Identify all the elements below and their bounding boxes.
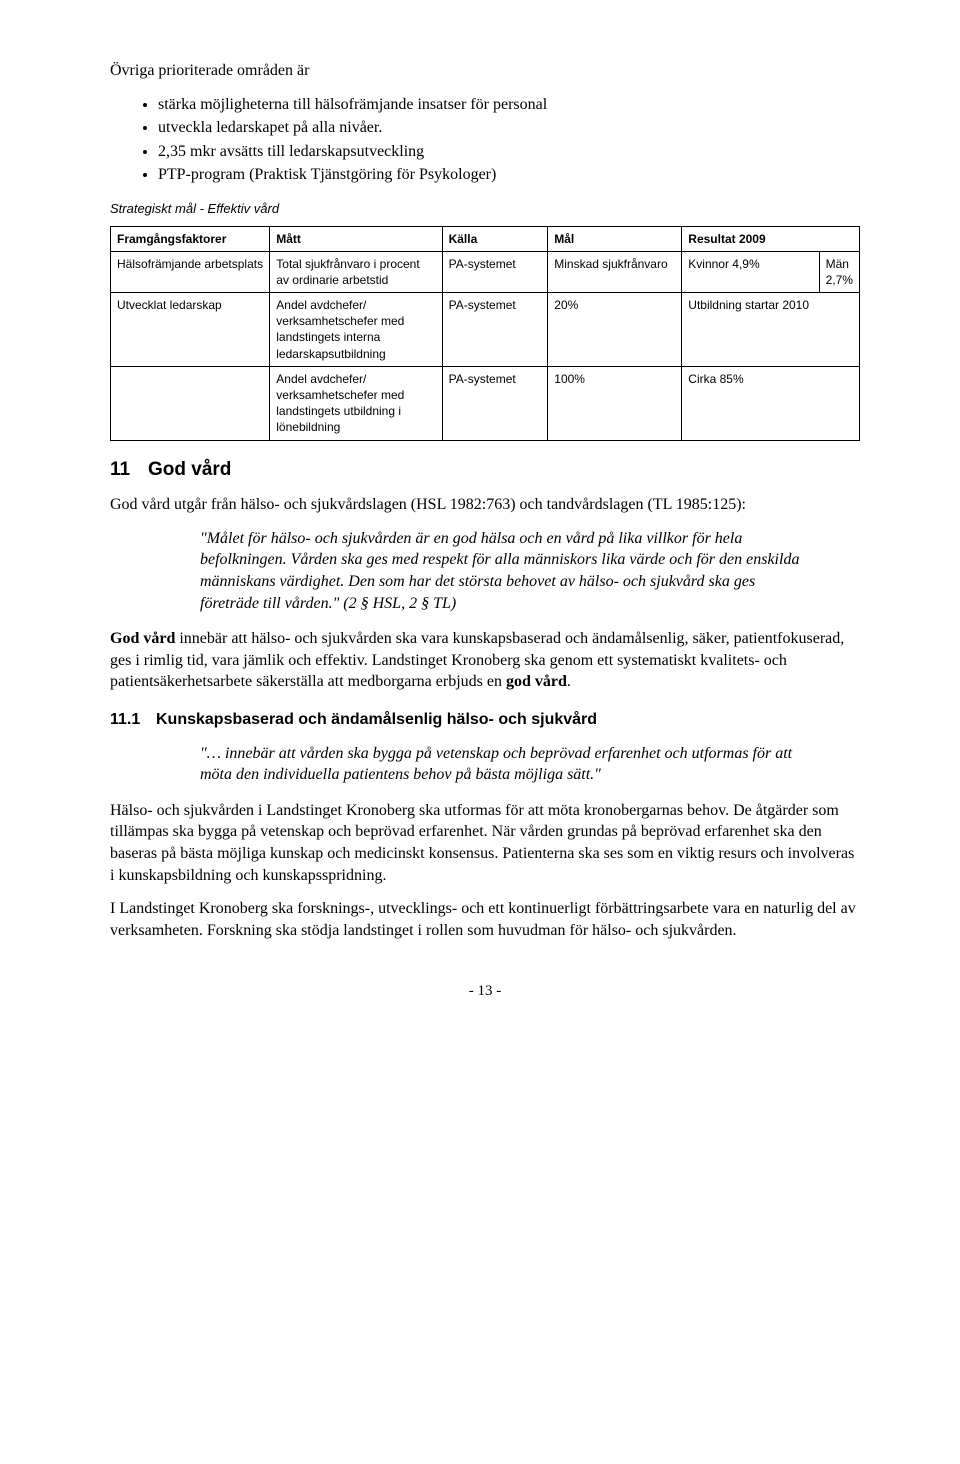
bold-text: God vård: [110, 630, 175, 647]
section-11-1-p1: Hälso- och sjukvården i Landstinget Kron…: [110, 800, 860, 886]
cell: PA-systemet: [442, 293, 548, 367]
cell: Total sjukfrånvaro i procent av ordinari…: [270, 251, 442, 292]
cell: Andel avdchefer/ verksamhetschefer med l…: [270, 293, 442, 367]
cell: PA-systemet: [442, 366, 548, 440]
cell: Hälsofrämjande arbetsplats: [111, 251, 270, 292]
th-kalla: Källa: [442, 226, 548, 251]
table-header-row: Framgångsfaktorer Mått Källa Mål Resulta…: [111, 226, 860, 251]
th-matt: Mått: [270, 226, 442, 251]
text-span: innebär att hälso- och sjukvården ska va…: [110, 630, 844, 690]
list-item: utveckla ledarskapet på alla nivåer.: [158, 117, 860, 139]
cell: Män 2,7%: [819, 251, 859, 292]
cell: 20%: [548, 293, 682, 367]
cell: Cirka 85%: [682, 366, 860, 440]
table-row: Hälsofrämjande arbetsplats Total sjukfrå…: [111, 251, 860, 292]
section-title: God vård: [148, 459, 231, 480]
page-number: - 13 -: [110, 981, 860, 1001]
section-11-1-p2: I Landstinget Kronoberg ska forsknings-,…: [110, 898, 860, 941]
cell: Minskad sjukfrånvaro: [548, 251, 682, 292]
strategiskt-mal: Strategiskt mål - Effektiv vård: [110, 200, 860, 218]
section-11-1-heading: 11.1Kunskapsbaserad och ändamålsenlig hä…: [110, 709, 860, 731]
cell: Andel avdchefer/ verksamhetschefer med l…: [270, 366, 442, 440]
table-row: Andel avdchefer/ verksamhetschefer med l…: [111, 366, 860, 440]
list-item: PTP-program (Praktisk Tjänstgöring för P…: [158, 164, 860, 186]
text-span: .: [567, 673, 571, 690]
section-11-quote: "Målet för hälso- och sjukvården är en g…: [200, 528, 800, 614]
th-mal: Mål: [548, 226, 682, 251]
subsection-title: Kunskapsbaserad och ändamålsenlig hälso-…: [156, 711, 597, 728]
intro-lead: Övriga prioriterade områden är: [110, 60, 860, 82]
list-item: 2,35 mkr avsätts till ledarskapsutveckli…: [158, 141, 860, 163]
th-resultat: Resultat 2009: [682, 226, 860, 251]
cell: 100%: [548, 366, 682, 440]
subsection-number: 11.1: [110, 709, 156, 731]
framgangsfaktorer-table: Framgångsfaktorer Mått Källa Mål Resulta…: [110, 226, 860, 441]
bold-text: god vård: [506, 673, 567, 690]
section-11-p2: God vård innebär att hälso- och sjukvård…: [110, 628, 860, 693]
list-item: stärka möjligheterna till hälsofrämjande…: [158, 94, 860, 116]
section-11-p1: God vård utgår från hälso- och sjukvårds…: [110, 494, 860, 516]
cell: PA-systemet: [442, 251, 548, 292]
intro-bullets: stärka möjligheterna till hälsofrämjande…: [110, 94, 860, 186]
th-framgangsfaktorer: Framgångsfaktorer: [111, 226, 270, 251]
cell: Utbildning startar 2010: [682, 293, 860, 367]
cell: [111, 366, 270, 440]
section-11-heading: 11God vård: [110, 457, 860, 483]
cell: Utvecklat ledarskap: [111, 293, 270, 367]
section-number: 11: [110, 457, 148, 483]
table-row: Utvecklat ledarskap Andel avdchefer/ ver…: [111, 293, 860, 367]
cell: Kvinnor 4,9%: [682, 251, 819, 292]
section-11-1-quote: "… innebär att vården ska bygga på veten…: [200, 743, 800, 786]
